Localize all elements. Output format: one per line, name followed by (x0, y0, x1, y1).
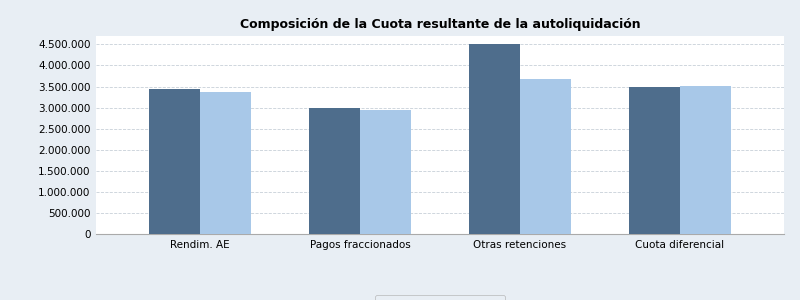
Title: Composición de la Cuota resultante de la autoliquidación: Composición de la Cuota resultante de la… (240, 18, 640, 31)
Bar (680, 86, 731, 234)
Bar (200, 92, 251, 234)
Bar (309, 108, 360, 234)
Bar (469, 44, 520, 234)
Bar (149, 89, 200, 234)
Legend: Total, Beneficio: Total, Beneficio (374, 295, 506, 300)
Bar (629, 87, 680, 234)
Bar (360, 110, 411, 234)
Bar (520, 79, 571, 234)
